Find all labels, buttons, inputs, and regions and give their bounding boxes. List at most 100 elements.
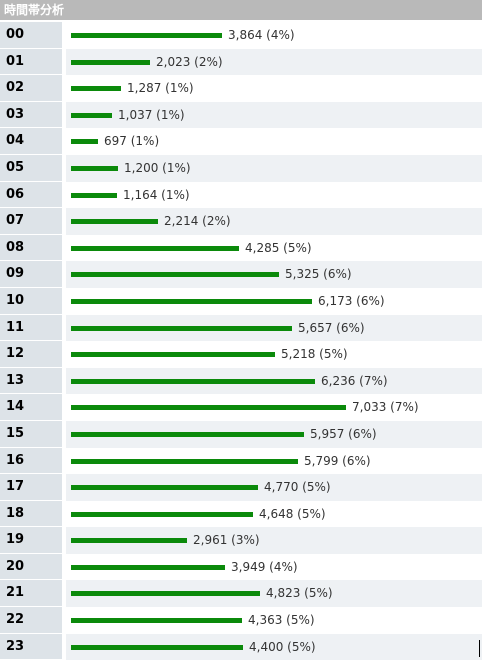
bar-cell: 4,770 (5%): [66, 474, 482, 501]
bar-cell: 4,285 (5%): [66, 234, 482, 262]
bar: [71, 405, 346, 411]
hour-label: 04: [0, 128, 62, 155]
data-label: 2,214 (2%): [164, 214, 231, 229]
data-label: 5,325 (6%): [285, 267, 352, 282]
bar-cell: 3,864 (4%): [66, 22, 482, 49]
chart-title: 時間帯分析: [0, 0, 482, 20]
bar: [71, 245, 239, 251]
data-label: 1,164 (1%): [123, 187, 190, 202]
data-label: 5,957 (6%): [310, 426, 377, 441]
bar-cell: 6,236 (7%): [66, 367, 482, 395]
hour-label: 17: [0, 474, 62, 501]
bar: [71, 564, 225, 570]
data-label: 3,864 (4%): [228, 28, 295, 42]
bar: [71, 644, 243, 650]
bar: [71, 458, 298, 464]
hour-rows: 00 3,864 (4%) 01 2,023 (2%) 02 1,287 (1%) 03 1,…: [0, 22, 482, 660]
bar: [71, 511, 253, 517]
data-label: 4,770 (5%): [264, 480, 331, 495]
bar: [71, 33, 222, 38]
data-label: 2,023 (2%): [156, 54, 223, 69]
hour-label: 14: [0, 394, 62, 421]
hour-row: 09 5,325 (6%): [0, 261, 482, 288]
bar: [71, 591, 260, 597]
hour-row: 10 6,173 (6%): [0, 287, 482, 315]
bar: [71, 325, 292, 331]
hour-row: 07 2,214 (2%): [0, 208, 482, 235]
hour-label: 23: [0, 633, 62, 660]
hour-row: 00 3,864 (4%): [0, 22, 482, 49]
hour-label: 11: [0, 314, 62, 342]
hour-label: 05: [0, 154, 62, 182]
hour-row: 02 1,287 (1%): [0, 75, 482, 102]
hour-label: 10: [0, 287, 62, 315]
bar-cell: 4,363 (5%): [66, 607, 482, 634]
bar-cell: 4,400 (5%): [66, 633, 482, 660]
bar: [71, 298, 312, 304]
hour-row: 16 5,799 (6%): [0, 447, 482, 475]
bar: [71, 378, 315, 384]
data-label: 4,823 (5%): [266, 586, 333, 601]
hour-label: 16: [0, 447, 62, 475]
data-label: 1,200 (1%): [124, 160, 191, 175]
bar: [71, 352, 275, 358]
data-label: 4,648 (5%): [259, 506, 326, 521]
data-label: 1,287 (1%): [127, 81, 194, 96]
bar-cell: 2,214 (2%): [66, 208, 482, 235]
hour-row: 03 1,037 (1%): [0, 101, 482, 129]
bar-cell: 697 (1%): [66, 128, 482, 155]
bar: [71, 139, 98, 145]
text-cursor: [479, 640, 480, 657]
bar-cell: 1,164 (1%): [66, 181, 482, 209]
bar-cell: 6,173 (6%): [66, 287, 482, 315]
bar: [71, 538, 187, 544]
data-label: 2,961 (3%): [193, 533, 260, 548]
hour-label: 19: [0, 527, 62, 554]
hour-row: 17 4,770 (5%): [0, 474, 482, 501]
hour-row: 12 5,218 (5%): [0, 341, 482, 368]
hour-row: 11 5,657 (6%): [0, 314, 482, 342]
hour-row: 21 4,823 (5%): [0, 580, 482, 608]
hour-label: 21: [0, 580, 62, 608]
hour-row: 01 2,023 (2%): [0, 48, 482, 76]
data-label: 7,033 (7%): [352, 400, 419, 415]
bar: [71, 86, 121, 92]
hour-label: 06: [0, 181, 62, 209]
bar-cell: 4,823 (5%): [66, 580, 482, 608]
hour-row: 18 4,648 (5%): [0, 500, 482, 528]
hour-label: 07: [0, 208, 62, 235]
hour-row: 15 5,957 (6%): [0, 420, 482, 448]
bar-cell: 5,325 (6%): [66, 261, 482, 288]
bar: [71, 59, 150, 65]
hour-row: 14 7,033 (7%): [0, 394, 482, 421]
hour-row: 04 697 (1%): [0, 128, 482, 155]
hour-label: 15: [0, 420, 62, 448]
bar: [71, 165, 118, 171]
bar-cell: 5,657 (6%): [66, 314, 482, 342]
bar-cell: 2,961 (3%): [66, 527, 482, 554]
data-label: 5,218 (5%): [281, 347, 348, 362]
hour-row: 13 6,236 (7%): [0, 367, 482, 395]
hour-row: 08 4,285 (5%): [0, 234, 482, 262]
data-label: 1,037 (1%): [118, 107, 185, 122]
hour-row: 22 4,363 (5%): [0, 607, 482, 634]
data-label: 5,657 (6%): [298, 320, 365, 335]
data-label: 6,236 (7%): [321, 373, 388, 388]
bar: [71, 192, 117, 198]
bar: [71, 431, 304, 437]
bar: [71, 485, 258, 491]
hour-label: 13: [0, 367, 62, 395]
bar-cell: 1,037 (1%): [66, 101, 482, 129]
hour-row: 06 1,164 (1%): [0, 181, 482, 209]
data-label: 5,799 (6%): [304, 453, 371, 468]
bar: [71, 272, 279, 278]
data-label: 4,285 (5%): [245, 240, 312, 255]
bar-cell: 2,023 (2%): [66, 48, 482, 76]
bar-cell: 1,200 (1%): [66, 154, 482, 182]
hour-label: 20: [0, 553, 62, 581]
data-label: 3,949 (4%): [231, 559, 298, 574]
hour-label: 01: [0, 48, 62, 76]
hour-label: 18: [0, 500, 62, 528]
hour-label: 03: [0, 101, 62, 129]
data-label: 4,400 (5%): [249, 639, 316, 654]
